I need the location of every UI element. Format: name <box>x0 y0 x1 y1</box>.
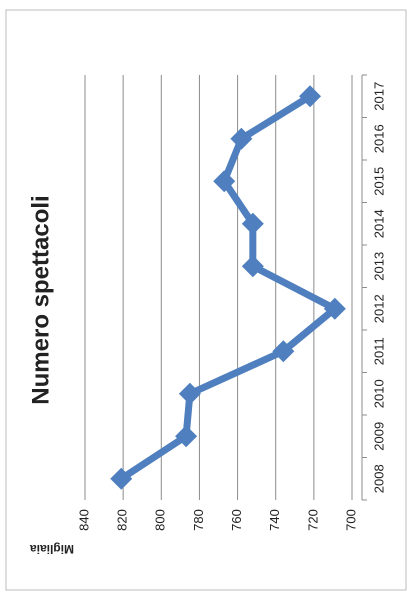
y-tick-label: 840 <box>76 509 91 531</box>
data-point <box>175 425 198 448</box>
x-tick-label: 2017 <box>371 82 386 111</box>
data-point <box>230 127 253 150</box>
data-point <box>272 340 295 363</box>
data-line <box>119 93 339 482</box>
data-point <box>241 255 264 278</box>
data-point <box>213 170 236 193</box>
y-tick-label: 820 <box>115 509 130 531</box>
y-tick-label: 740 <box>267 509 282 531</box>
data-point <box>299 85 322 108</box>
y-tick-label: 800 <box>153 509 168 531</box>
y-tick-label: 720 <box>305 509 320 531</box>
y-tick-label: 780 <box>191 509 206 531</box>
data-point <box>241 212 264 235</box>
x-tick-label: 2009 <box>371 422 386 451</box>
y-tick-label: 700 <box>343 509 358 531</box>
chart-frame <box>5 9 407 591</box>
x-tick-label: 2014 <box>371 209 386 238</box>
chart-title: Numero spettacoli <box>27 195 54 404</box>
x-tick-label: 2012 <box>371 294 386 323</box>
data-point <box>323 297 346 320</box>
x-tick-label: 2015 <box>371 167 386 196</box>
x-tick-label: 2010 <box>371 379 386 408</box>
y-axis-label: Migliaia <box>30 542 74 556</box>
x-tick-label: 2016 <box>371 124 386 153</box>
x-tick-label: 2011 <box>371 337 386 365</box>
data-point <box>110 467 133 490</box>
data-point <box>178 382 201 405</box>
x-tick-label: 2008 <box>371 464 386 493</box>
y-tick-label: 760 <box>229 509 244 531</box>
x-tick-label: 2013 <box>371 252 386 281</box>
